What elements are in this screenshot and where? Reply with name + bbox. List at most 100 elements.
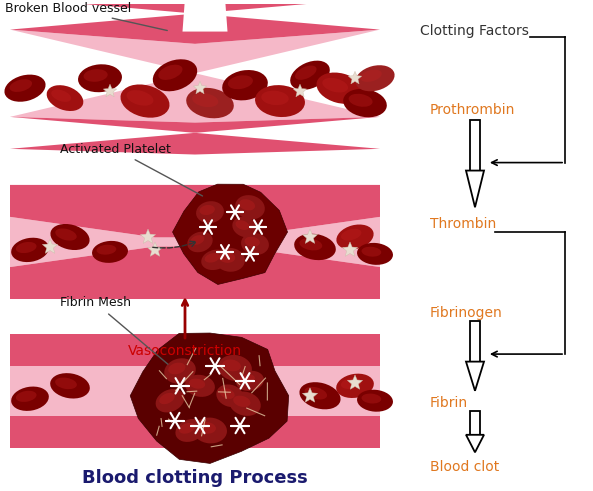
Ellipse shape: [290, 61, 330, 90]
Text: Blood clotting Process: Blood clotting Process: [82, 469, 308, 487]
Polygon shape: [466, 170, 484, 207]
Ellipse shape: [295, 65, 317, 80]
Ellipse shape: [240, 374, 255, 383]
Ellipse shape: [50, 373, 90, 399]
Ellipse shape: [197, 422, 216, 434]
Ellipse shape: [190, 235, 205, 245]
Ellipse shape: [120, 84, 170, 118]
Ellipse shape: [158, 65, 183, 80]
Ellipse shape: [185, 375, 215, 397]
Ellipse shape: [244, 237, 260, 247]
Ellipse shape: [336, 224, 374, 249]
Ellipse shape: [4, 75, 46, 102]
Ellipse shape: [47, 85, 84, 111]
Ellipse shape: [205, 253, 220, 263]
Ellipse shape: [193, 417, 227, 443]
Ellipse shape: [232, 217, 258, 237]
Polygon shape: [10, 117, 380, 155]
Text: Vasoconstriction: Vasoconstriction: [128, 300, 242, 357]
Ellipse shape: [220, 388, 235, 399]
Ellipse shape: [164, 358, 196, 383]
Text: Blood clot: Blood clot: [430, 460, 499, 474]
Ellipse shape: [186, 88, 234, 118]
Ellipse shape: [255, 85, 305, 117]
Ellipse shape: [179, 423, 195, 434]
Polygon shape: [348, 71, 362, 84]
Ellipse shape: [357, 390, 393, 411]
Ellipse shape: [78, 64, 122, 92]
Ellipse shape: [201, 249, 229, 270]
Text: Fibrinogen: Fibrinogen: [430, 306, 503, 321]
Polygon shape: [466, 435, 484, 452]
Ellipse shape: [92, 241, 128, 263]
Ellipse shape: [349, 94, 372, 107]
Ellipse shape: [16, 391, 37, 402]
Ellipse shape: [262, 91, 289, 105]
Polygon shape: [10, 0, 380, 44]
Ellipse shape: [187, 232, 213, 252]
Ellipse shape: [233, 396, 250, 407]
Ellipse shape: [241, 233, 269, 255]
Ellipse shape: [236, 371, 264, 391]
Ellipse shape: [341, 378, 362, 389]
Ellipse shape: [317, 73, 364, 104]
Polygon shape: [10, 217, 380, 267]
Polygon shape: [148, 242, 162, 256]
Ellipse shape: [196, 201, 224, 223]
Ellipse shape: [228, 75, 253, 89]
Ellipse shape: [11, 386, 49, 411]
Polygon shape: [10, 29, 380, 123]
Polygon shape: [141, 229, 155, 244]
Ellipse shape: [299, 238, 322, 250]
Ellipse shape: [357, 243, 393, 265]
Polygon shape: [10, 416, 380, 448]
Ellipse shape: [218, 355, 252, 381]
Ellipse shape: [323, 78, 348, 92]
Ellipse shape: [16, 242, 37, 253]
Ellipse shape: [51, 89, 71, 102]
Ellipse shape: [11, 238, 49, 262]
Ellipse shape: [336, 374, 374, 398]
Polygon shape: [183, 0, 228, 31]
Polygon shape: [130, 333, 289, 464]
Ellipse shape: [239, 199, 255, 211]
Ellipse shape: [355, 65, 394, 91]
Polygon shape: [470, 321, 480, 361]
Polygon shape: [42, 239, 58, 253]
Ellipse shape: [84, 69, 108, 82]
Ellipse shape: [294, 234, 336, 260]
Ellipse shape: [216, 384, 244, 407]
Ellipse shape: [55, 228, 76, 241]
Polygon shape: [103, 84, 117, 97]
Text: Activated Platelet: Activated Platelet: [60, 143, 203, 196]
Ellipse shape: [97, 245, 116, 255]
Ellipse shape: [50, 224, 90, 250]
Polygon shape: [193, 81, 206, 94]
Text: Broken Blood vessel: Broken Blood vessel: [5, 2, 167, 30]
Text: Prothrombin: Prothrombin: [430, 103, 515, 117]
Polygon shape: [10, 185, 380, 238]
Polygon shape: [466, 361, 484, 391]
Ellipse shape: [362, 394, 381, 404]
Ellipse shape: [215, 248, 245, 272]
Ellipse shape: [189, 379, 205, 389]
Polygon shape: [470, 410, 480, 435]
Ellipse shape: [341, 229, 361, 241]
Ellipse shape: [153, 59, 197, 91]
Polygon shape: [347, 375, 362, 389]
Polygon shape: [302, 229, 318, 244]
Ellipse shape: [361, 70, 382, 82]
Text: Clotting Factors: Clotting Factors: [420, 24, 529, 38]
Ellipse shape: [200, 205, 215, 215]
Text: Thrombin: Thrombin: [430, 217, 496, 231]
Text: Fibrin Mesh: Fibrin Mesh: [60, 297, 168, 364]
Ellipse shape: [176, 419, 205, 442]
Ellipse shape: [305, 387, 327, 400]
Ellipse shape: [9, 79, 32, 92]
Ellipse shape: [222, 359, 241, 371]
Ellipse shape: [299, 382, 340, 409]
Polygon shape: [302, 388, 318, 402]
Ellipse shape: [160, 393, 175, 404]
Ellipse shape: [126, 90, 154, 106]
Ellipse shape: [343, 89, 387, 117]
